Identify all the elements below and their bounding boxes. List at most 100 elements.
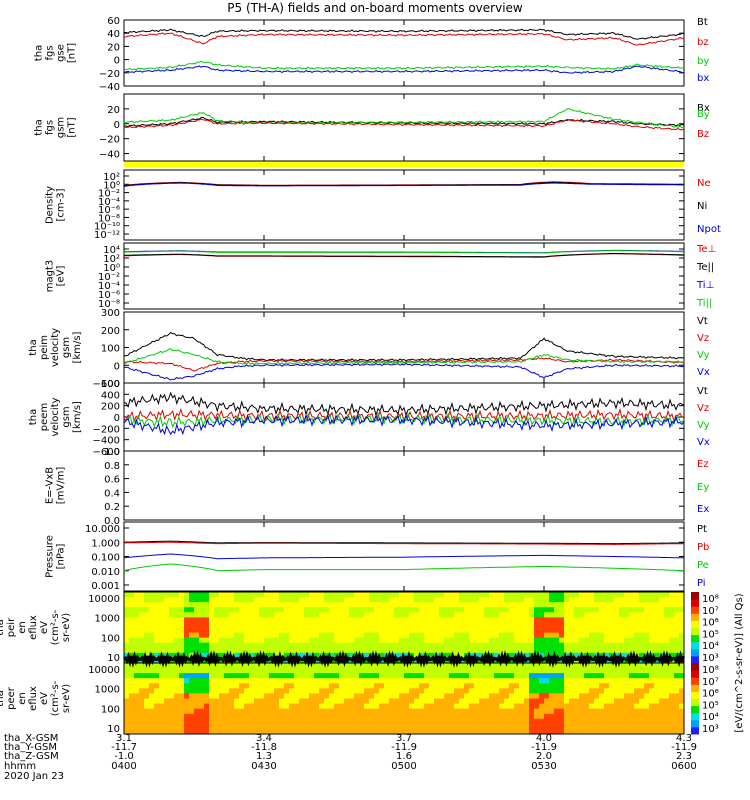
spectrogram-cell [564,709,569,714]
spectrogram-cell [399,597,404,602]
spectrogram-cell [154,602,159,607]
spectrogram-cell [649,592,654,597]
spectrogram-cell [559,719,564,724]
spectrogram-cell [364,612,369,617]
y-label-line: Pressure [45,535,56,578]
spectrogram-cell [369,592,374,597]
spectrogram-cell [274,617,279,622]
y-tick-label: 100 [101,704,120,715]
spectrogram-cell [309,592,314,597]
spectrogram-cell [344,643,349,648]
spectrogram-cell [504,678,509,683]
spectrogram-cell [329,668,334,673]
spectrogram-cell [279,688,284,693]
spectrogram-cell [424,673,429,678]
spectrogram-cell [624,612,629,617]
spectrogram-cell [149,607,154,612]
spectrogram-cell [394,719,399,724]
spectrogram-cell [469,714,474,719]
spectrogram-cell [424,633,429,638]
colorbar-segment [691,691,699,699]
spectrogram-cell [479,648,484,653]
spectrogram-cell [379,602,384,607]
spectrogram-cell [199,719,204,724]
spectrogram-cell [334,597,339,602]
colorbar-segment [691,670,699,678]
spectrogram-cell [354,612,359,617]
spectrogram-cell [234,643,239,648]
spectrogram-cell [609,678,614,683]
spectrogram-cell [529,633,534,638]
spectrogram-cell [339,724,344,729]
spectrogram-cell [129,617,134,622]
spectrogram-cell [364,643,369,648]
spectrogram-cell [529,709,534,714]
spectrogram-cell [664,673,669,678]
spectrogram-cell [274,597,279,602]
spectrogram-cell [329,602,334,607]
spectrogram-cell [289,678,294,683]
spectrogram-cell [619,607,624,612]
spectrogram-cell [174,592,179,597]
spectrogram-cell [124,638,129,643]
y-tick-label: 10⁻¹² [94,230,120,241]
spectrogram-cell [339,638,344,643]
spectrogram-cell [489,612,494,617]
spectrogram-cell [124,724,129,729]
spectrogram-cell [189,638,194,643]
spectrogram-cell [229,607,234,612]
spectrogram-cell [249,704,254,709]
spectrogram-cell [649,673,654,678]
spectrogram-cell [394,693,399,698]
spectrogram-cell [629,622,634,627]
spectrogram-cell [274,719,279,724]
spectrogram-cell [534,693,539,698]
spectrogram-cell [464,688,469,693]
spectrogram-cell [674,683,679,688]
spectrogram-cell [279,673,284,678]
spectrogram-cell [154,633,159,638]
spectrogram-cell [289,709,294,714]
spectrogram-cell [359,714,364,719]
spectrogram-cell [389,724,394,729]
spectrogram-cell [299,683,304,688]
spectrogram-cell [614,602,619,607]
spectrogram-cell [404,597,409,602]
spectrogram-cell [229,714,234,719]
spectrogram-cell [179,633,184,638]
spectrogram-cell [289,673,294,678]
spectrogram-cell [239,704,244,709]
spectrogram-cell [169,668,174,673]
spectrogram-cell [314,688,319,693]
y-tick-label: 60 [107,16,120,27]
spectrogram-cell [359,688,364,693]
spectrogram-cell [184,643,189,648]
spectrogram-cell [589,724,594,729]
spectrogram-cell [214,688,219,693]
spectrogram-cell [614,633,619,638]
spectrogram-cell [524,688,529,693]
spectrogram-cell [539,648,544,653]
spectrogram-cell [379,592,384,597]
spectrogram-cell [259,673,264,678]
spectrogram-cell [129,693,134,698]
spectrogram-cell [179,724,184,729]
spectrogram-cell [254,668,259,673]
spectrogram-cell [509,622,514,627]
spectrogram-cell [484,678,489,683]
spectrogram-cell [394,724,399,729]
spectrogram-cell [344,602,349,607]
spectrogram-cell [129,709,134,714]
spectrogram-cell [639,597,644,602]
spectrogram-cell [349,683,354,688]
spectrogram-cell [369,678,374,683]
spectrogram-cell [249,592,254,597]
spectrogram-cell [369,724,374,729]
spectrogram-cell [139,688,144,693]
spectrogram-cell [279,683,284,688]
spectrogram-cell [284,607,289,612]
spectrogram-cell [304,719,309,724]
spectrogram-cell [489,724,494,729]
spectrogram-cell [494,693,499,698]
spectrogram-cell [169,638,174,643]
